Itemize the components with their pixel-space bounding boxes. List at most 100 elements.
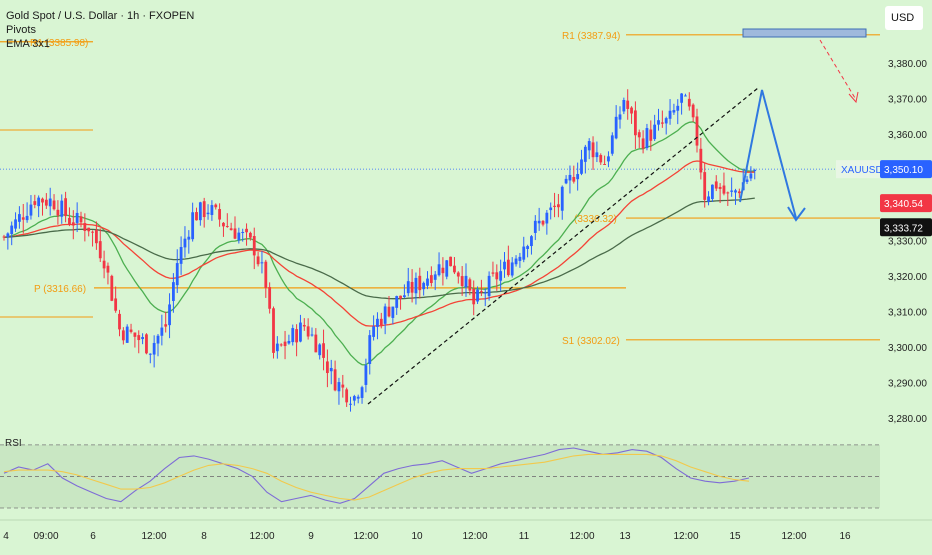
candle-body[interactable] <box>218 209 221 220</box>
candle-body[interactable] <box>2 236 6 238</box>
candle-body[interactable] <box>468 279 472 291</box>
candle-body[interactable] <box>480 291 483 293</box>
target-arrow[interactable] <box>819 39 856 99</box>
candle-body[interactable] <box>141 337 144 340</box>
candle-body[interactable] <box>264 261 268 288</box>
candle-body[interactable] <box>256 256 260 265</box>
candle-body[interactable] <box>183 238 187 248</box>
candle-body[interactable] <box>56 209 60 216</box>
candle-body[interactable] <box>657 120 660 125</box>
candle-body[interactable] <box>206 212 210 215</box>
candle-body[interactable] <box>198 202 202 221</box>
candle-body[interactable] <box>326 361 329 374</box>
candle-body[interactable] <box>268 287 272 309</box>
candle-body[interactable] <box>345 389 349 403</box>
candle-body[interactable] <box>699 148 703 173</box>
candle-body[interactable] <box>680 93 683 103</box>
candle-body[interactable] <box>495 272 499 280</box>
candle-body[interactable] <box>275 343 279 352</box>
candle-body[interactable] <box>214 204 218 208</box>
projection-path[interactable] <box>739 89 797 219</box>
candle-body[interactable] <box>125 326 129 343</box>
indicator-ema[interactable]: EMA 3x1 <box>6 38 51 50</box>
candle-body[interactable] <box>314 334 318 353</box>
ema-line[interactable] <box>3 121 755 366</box>
candle-body[interactable] <box>537 220 541 224</box>
candle-body[interactable] <box>722 185 726 194</box>
candle-body[interactable] <box>737 191 741 194</box>
candle-body[interactable] <box>672 110 676 113</box>
candle-body[interactable] <box>433 274 437 280</box>
candle-body[interactable] <box>71 222 75 226</box>
candle-body[interactable] <box>156 335 160 344</box>
candle-body[interactable] <box>399 295 402 299</box>
candle-body[interactable] <box>453 265 456 273</box>
candle-body[interactable] <box>87 227 91 232</box>
candle-body[interactable] <box>745 179 749 182</box>
candle-body[interactable] <box>711 184 714 199</box>
candle-body[interactable] <box>318 344 322 356</box>
candle-body[interactable] <box>260 262 264 264</box>
candle-body[interactable] <box>10 225 14 235</box>
currency-button[interactable]: USD <box>885 6 923 30</box>
candle-body[interactable] <box>148 353 152 355</box>
candle-body[interactable] <box>749 173 753 179</box>
candle-body[interactable] <box>98 241 102 259</box>
candle-body[interactable] <box>626 100 630 109</box>
candle-body[interactable] <box>18 214 21 222</box>
candle-body[interactable] <box>530 236 533 247</box>
candle-body[interactable] <box>549 207 553 211</box>
candle-body[interactable] <box>372 326 375 337</box>
candle-body[interactable] <box>553 205 556 207</box>
candle-body[interactable] <box>44 199 48 206</box>
candle-body[interactable] <box>595 152 599 158</box>
candle-body[interactable] <box>714 181 718 189</box>
candle-body[interactable] <box>25 215 29 221</box>
candle-body[interactable] <box>287 340 291 344</box>
candle-body[interactable] <box>191 212 195 240</box>
candle-body[interactable] <box>187 236 191 240</box>
candle-body[interactable] <box>91 231 94 233</box>
candle-body[interactable] <box>179 247 183 264</box>
candle-body[interactable] <box>568 174 572 181</box>
candle-body[interactable] <box>83 223 87 231</box>
candle-body[interactable] <box>703 172 707 200</box>
candle-body[interactable] <box>233 228 237 239</box>
indicator-pivots[interactable]: Pivots <box>6 24 36 36</box>
candle-body[interactable] <box>145 334 148 354</box>
target-zone[interactable] <box>742 28 867 38</box>
candle-body[interactable] <box>476 289 479 302</box>
candle-body[interactable] <box>299 322 302 342</box>
candle-body[interactable] <box>295 329 298 343</box>
candle-body[interactable] <box>52 200 56 210</box>
candle-body[interactable] <box>75 212 79 223</box>
candle-body[interactable] <box>29 204 33 216</box>
candle-body[interactable] <box>249 232 252 238</box>
candle-body[interactable] <box>630 107 633 114</box>
candle-body[interactable] <box>441 267 445 274</box>
candle-body[interactable] <box>352 396 356 401</box>
candle-body[interactable] <box>349 403 352 405</box>
candle-body[interactable] <box>129 329 133 332</box>
candle-body[interactable] <box>391 306 395 318</box>
candle-body[interactable] <box>426 278 429 286</box>
candle-body[interactable] <box>437 264 441 276</box>
candle-body[interactable] <box>60 200 64 217</box>
candle-body[interactable] <box>202 201 206 218</box>
candle-body[interactable] <box>137 335 141 341</box>
candle-body[interactable] <box>653 124 657 140</box>
candle-body[interactable] <box>726 192 730 194</box>
ema-line[interactable] <box>3 197 755 300</box>
candle-body[interactable] <box>583 146 587 162</box>
candle-body[interactable] <box>168 304 171 326</box>
candle-body[interactable] <box>591 142 595 158</box>
candle-body[interactable] <box>95 229 98 244</box>
candle-body[interactable] <box>580 159 583 174</box>
candle-body[interactable] <box>133 332 137 337</box>
candle-body[interactable] <box>506 259 510 276</box>
candle-body[interactable] <box>422 282 426 290</box>
candle-body[interactable] <box>37 197 41 207</box>
candle-body[interactable] <box>245 228 248 233</box>
candle-body[interactable] <box>445 260 449 277</box>
candle-body[interactable] <box>449 256 452 267</box>
